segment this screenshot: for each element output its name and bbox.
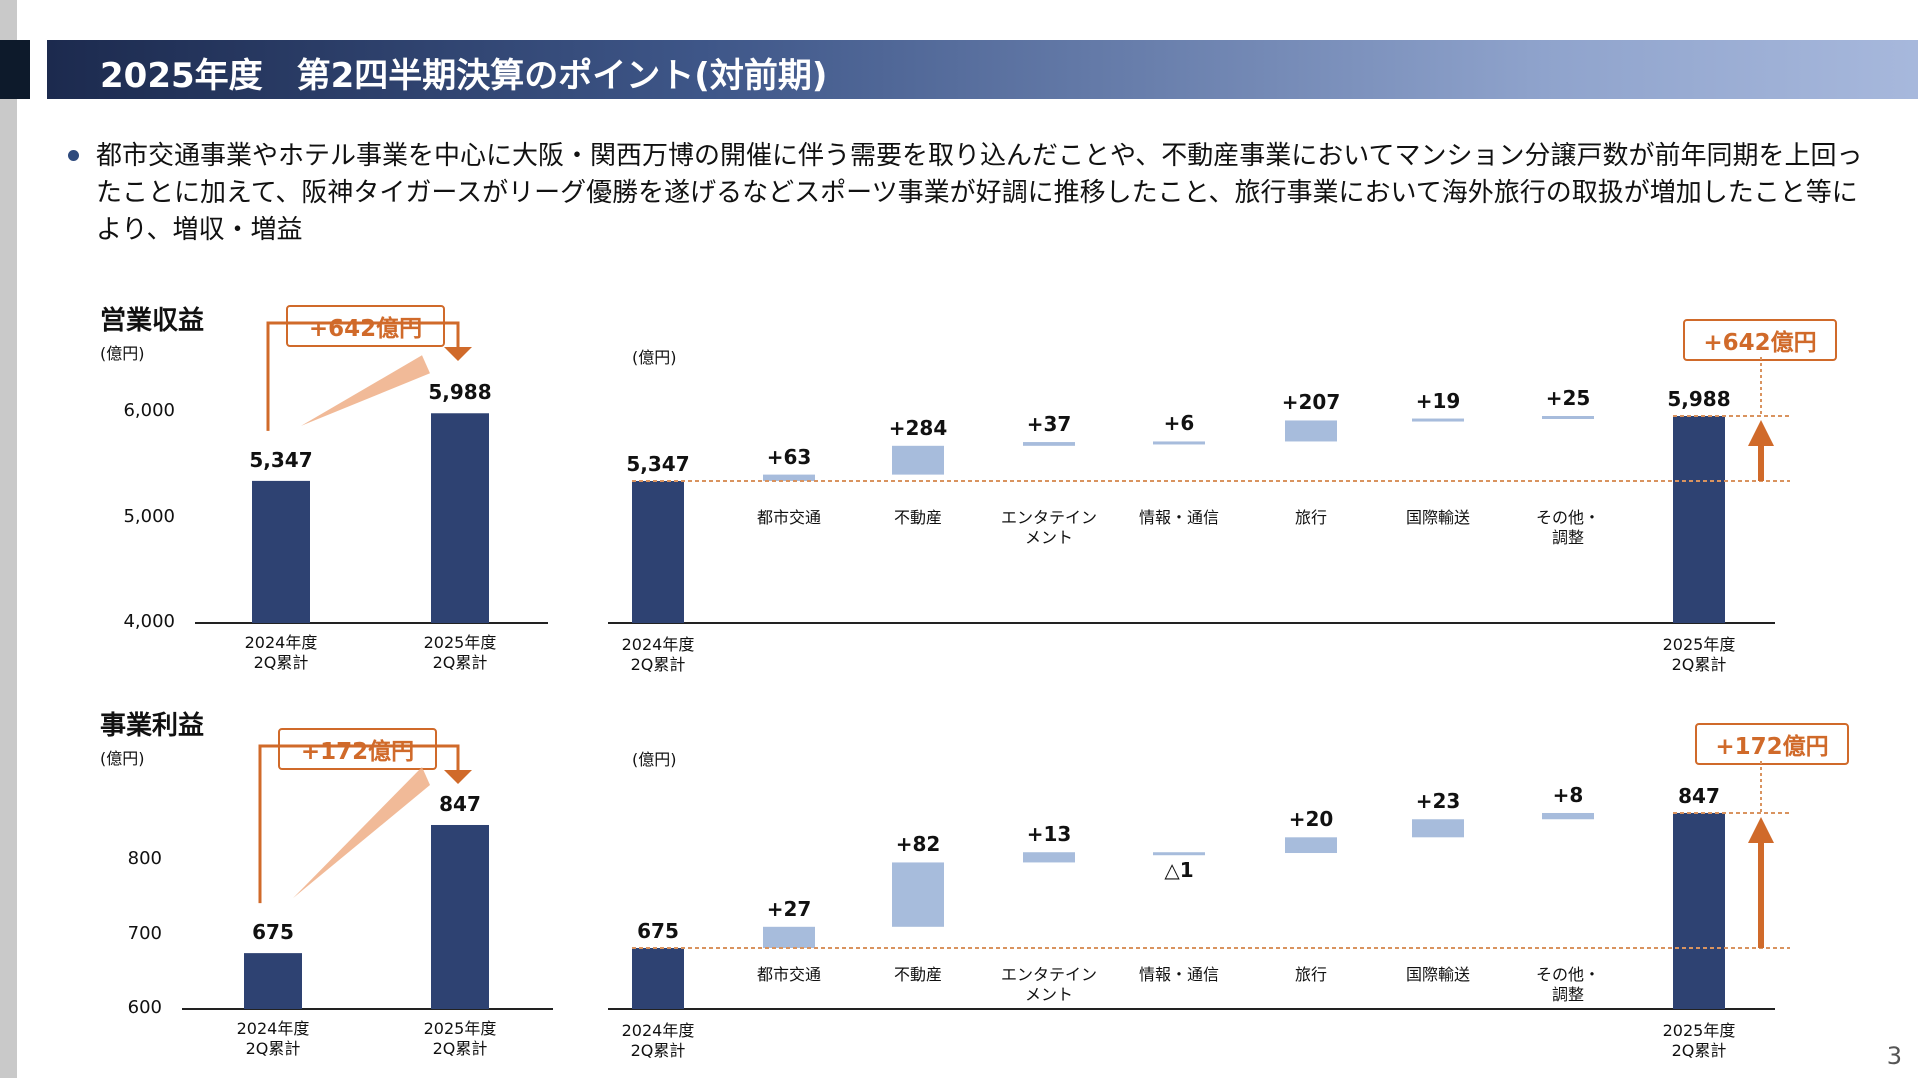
increment-bar [1412, 418, 1464, 422]
unit-label: (億円) [632, 348, 677, 367]
bar [431, 413, 489, 623]
category-label: エンタテイン メント [1000, 965, 1097, 1004]
title-marker [0, 40, 30, 99]
bar-value-label: 847 [439, 791, 481, 816]
arrow-up-icon [1748, 420, 1774, 447]
increment-bar [1542, 812, 1594, 820]
category-label: 都市交通 [756, 508, 821, 527]
category-label: エンタテイン メント [1000, 508, 1097, 547]
category-label: 国際輸送 [1405, 508, 1470, 527]
bar-value-label: 675 [252, 920, 294, 945]
page-title: 2025年度 第2四半期決算のポイント(対前期) [100, 56, 828, 96]
category-label: 不動産 [893, 508, 942, 527]
increment-bar [892, 445, 944, 475]
step-value-label: +207 [1281, 390, 1341, 415]
annotation-bracket [258, 744, 460, 904]
step-value-label: +13 [1026, 822, 1072, 847]
increment-bar [1023, 442, 1075, 446]
bar-end [1673, 812, 1725, 1009]
category-label: 2025年度 2Q累計 [1662, 635, 1736, 674]
category-label: 旅行 [1294, 965, 1327, 984]
step-value-label: +27 [766, 896, 812, 921]
y-tick-label: 700 [127, 922, 162, 944]
increment-bar [1285, 420, 1337, 442]
y-tick-label: 6,000 [123, 400, 175, 421]
bar-start [632, 948, 684, 1009]
increment-bar [1412, 819, 1464, 838]
bar [431, 824, 489, 1009]
y-tick-label: 600 [127, 997, 162, 1018]
category-label: 情報・通信 [1138, 965, 1219, 984]
annotation-bracket [266, 321, 460, 431]
category-label: 2025年度 2Q累計 [423, 633, 497, 672]
change-badge: +172億円 [278, 728, 437, 770]
y-tick-label: 4,000 [123, 611, 175, 632]
increment-bar [1153, 441, 1205, 445]
bar-value-label: 675 [637, 919, 679, 943]
growth-arrow-icon [301, 355, 430, 426]
step-value-label: △1 [1164, 858, 1194, 883]
chart-title: 営業収益 [100, 306, 205, 336]
bullet-icon [68, 150, 79, 161]
bar-value-label: 5,988 [428, 380, 492, 405]
bar-value-label: 5,988 [1667, 387, 1731, 411]
bar [244, 953, 302, 1009]
category-label: 不動産 [893, 965, 942, 984]
step-value-label: +8 [1552, 782, 1584, 807]
category-label: 情報・通信 [1138, 508, 1219, 527]
step-value-label: +284 [888, 415, 948, 440]
increment-bar [1542, 416, 1594, 420]
increment-bar [763, 474, 815, 481]
y-tick-label: 5,000 [123, 505, 175, 527]
category-label: その他・ 調整 [1535, 508, 1600, 547]
bar-end [1673, 416, 1725, 623]
step-value-label: +37 [1026, 412, 1072, 437]
unit-label: (億円) [632, 750, 677, 769]
increment-bar [1285, 837, 1337, 854]
step-value-label: +19 [1415, 388, 1461, 413]
arrow-up-icon [1748, 816, 1774, 843]
category-label: 2025年度 2Q累計 [1662, 1021, 1736, 1060]
arrow-down-icon [444, 347, 472, 361]
bar-value-label: 847 [1678, 783, 1720, 808]
step-value-label: +6 [1163, 411, 1195, 436]
y-tick-label: 800 [127, 848, 162, 869]
category-label: 旅行 [1294, 508, 1327, 527]
category-label: 2024年度 2Q累計 [244, 633, 318, 672]
growth-arrow-icon [293, 766, 430, 899]
arrow-down-icon [444, 770, 472, 784]
category-label: 2024年度 2Q累計 [236, 1019, 310, 1058]
left-edge-bar [0, 0, 17, 1078]
category-label: 2024年度 2Q累計 [621, 635, 695, 674]
unit-label: (億円) [100, 344, 145, 363]
increment-bar [892, 862, 944, 927]
step-value-label: +63 [766, 444, 812, 469]
increment-bar [1153, 852, 1205, 856]
category-label: 2024年度 2Q累計 [621, 1021, 695, 1060]
bar-start [632, 481, 684, 623]
bar [252, 480, 310, 623]
chart-title: 事業利益 [100, 711, 205, 741]
change-badge: +642億円 [1683, 319, 1837, 361]
change-badge: +172億円 [1695, 723, 1849, 765]
page-number: 3 [1886, 1042, 1902, 1070]
step-value-label: +20 [1288, 807, 1334, 832]
category-label: 2025年度 2Q累計 [423, 1019, 497, 1058]
change-badge: +642億円 [286, 305, 445, 347]
title-bar [47, 40, 1918, 99]
step-value-label: +82 [895, 832, 941, 857]
category-label: その他・ 調整 [1535, 965, 1600, 1004]
category-label: 国際輸送 [1405, 965, 1470, 984]
step-value-label: +23 [1415, 789, 1461, 814]
increment-bar [1023, 852, 1075, 863]
step-value-label: +25 [1545, 386, 1591, 410]
category-label: 都市交通 [756, 965, 821, 984]
unit-label: (億円) [100, 749, 145, 768]
increment-bar [763, 926, 815, 948]
summary-text: 都市交通事業やホテル事業を中心に大阪・関西万博の開催に伴う需要を取り込んだことや… [96, 141, 1863, 245]
bar-value-label: 5,347 [626, 452, 690, 476]
bar-value-label: 5,347 [249, 447, 313, 472]
